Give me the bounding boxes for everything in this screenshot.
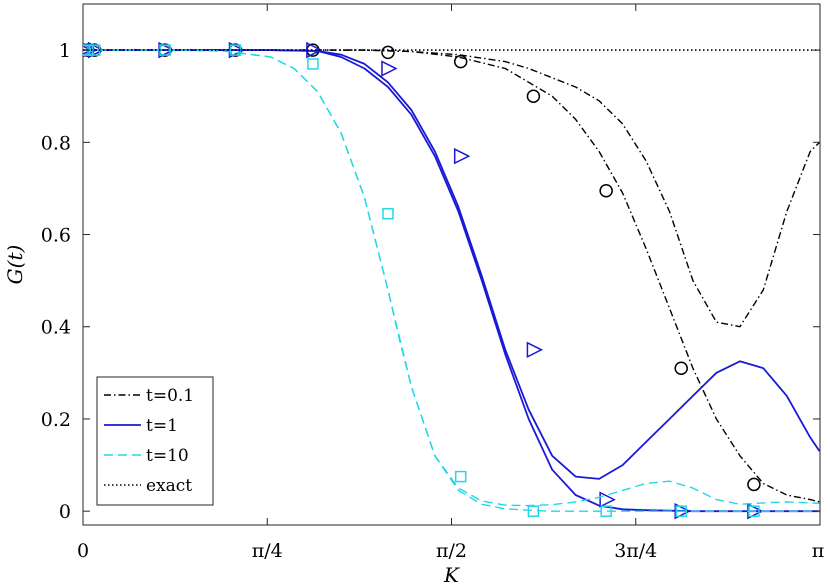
- legend-label: t=1: [146, 416, 178, 436]
- triangle-right-marker-3-7: [453, 147, 471, 165]
- circle-marker-1-6: [381, 45, 395, 60]
- square-marker-5-8: [527, 505, 540, 517]
- series-layer: [83, 41, 820, 520]
- series-0: [83, 49, 820, 328]
- y-tick-label: 1: [59, 40, 71, 62]
- legend-box: [96, 376, 214, 506]
- series-4: [83, 49, 820, 507]
- x-tick-label: 0: [77, 540, 89, 562]
- series-line-1: [83, 49, 820, 503]
- triangle-right-marker-3-0: [83, 45, 93, 55]
- y-axis-title: G(t): [3, 245, 27, 285]
- square-marker-5-1: [83, 44, 94, 56]
- x-tick-label: π/4: [252, 540, 283, 562]
- y-tick-label: 0.6: [41, 225, 71, 247]
- triangle-right-marker-3-9: [599, 491, 616, 508]
- triangle-right-marker-3-10: [674, 502, 691, 520]
- square-marker-5-5: [307, 58, 319, 70]
- x-tick-label: 3π/4: [614, 540, 657, 562]
- square-marker-5-6: [382, 208, 394, 220]
- square-marker-5-11: [748, 505, 760, 517]
- circle-marker-1-11: [747, 477, 761, 492]
- circle-marker-1-9: [599, 183, 613, 198]
- circle-marker-1-8: [526, 89, 541, 103]
- triangle-right-marker-3-4: [228, 41, 246, 59]
- series-2: [83, 49, 820, 480]
- x-axis-title: K: [443, 563, 460, 586]
- series-line-5: [83, 49, 820, 512]
- square-marker-5-10: [675, 505, 687, 517]
- y-tick-label: 0.4: [41, 317, 71, 339]
- legend: t=0.1 t=1 t=10 exact: [96, 376, 214, 506]
- y-tick-label: 0: [59, 501, 71, 523]
- series-line-0: [83, 49, 820, 328]
- x-tick-label: π/2: [436, 540, 467, 562]
- square-marker-5-9: [600, 505, 612, 517]
- x-tick-label: π: [812, 540, 825, 562]
- series-line-4: [83, 49, 820, 507]
- triangle-right-marker-3-5: [306, 41, 323, 59]
- series-line-2: [83, 49, 820, 480]
- legend-label: t=0.1: [146, 386, 194, 406]
- legend-label: t=10: [146, 446, 189, 466]
- triangle-right-marker-3-8: [526, 341, 544, 359]
- legend-label: exact: [146, 476, 192, 496]
- y-tick-label: 0.2: [41, 409, 71, 431]
- axis-layer: 0 π/4 π/2 3π/4 π 0 0.2 0.4 0.6 0.8 1: [41, 4, 824, 562]
- circle-marker-1-7: [453, 54, 468, 69]
- triangle-right-marker-3-6: [381, 60, 398, 77]
- y-tick-label: 0.8: [41, 132, 71, 154]
- circle-marker-1-10: [674, 361, 688, 375]
- square-marker-5-7: [454, 470, 467, 483]
